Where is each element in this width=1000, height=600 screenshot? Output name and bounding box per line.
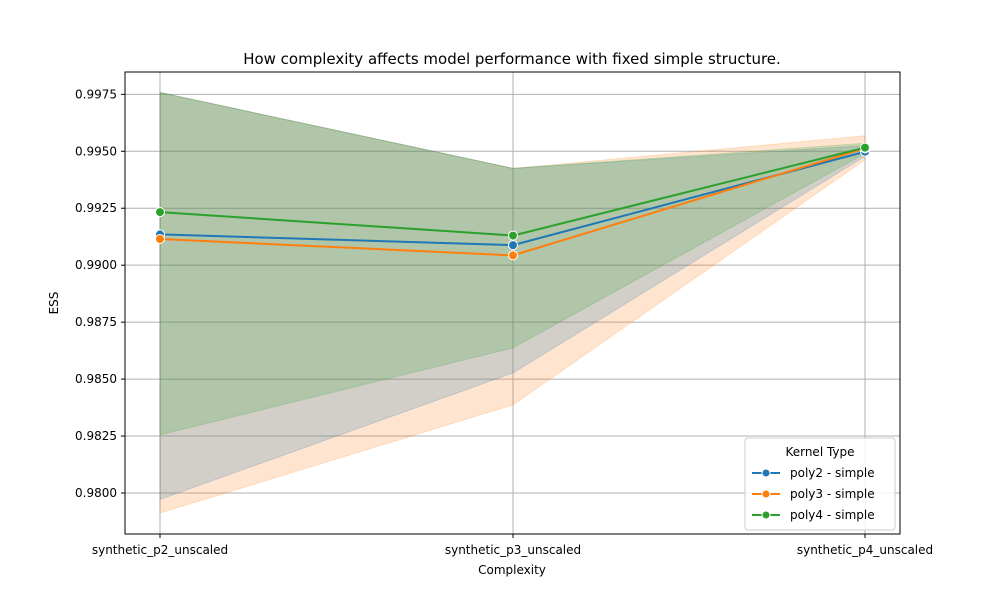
chart-title: How complexity affects model performance…: [243, 50, 781, 68]
y-tick-label: 0.9800: [75, 486, 117, 500]
y-tick-label: 0.9950: [75, 144, 117, 158]
legend-item: poly2 - simple: [752, 466, 875, 480]
data-point-poly4: [155, 207, 165, 218]
x-tick-label: synthetic_p4_unscaled: [797, 543, 933, 557]
legend-marker: [761, 489, 771, 499]
x-tick-label: synthetic_p2_unscaled: [92, 543, 228, 557]
x-tick-label: synthetic_p3_unscaled: [445, 543, 581, 557]
legend-item: poly4 - simple: [752, 508, 875, 522]
axis-ticks: 0.9800 0.9825 0.9850 0.9875 0.9900 0.9925 0.99…: [75, 87, 933, 557]
legend-item: poly3 - simple: [752, 487, 875, 501]
y-tick-label: 0.9925: [75, 201, 117, 215]
series-lines: [155, 142, 870, 261]
y-tick-label: 0.9975: [75, 87, 117, 101]
legend: Kernel Type poly2 - simple poly3 - simple…: [744, 437, 896, 531]
x-axis-label: Complexity: [478, 563, 546, 577]
y-tick-label: 0.9850: [75, 372, 117, 386]
y-tick-label: 0.9875: [75, 315, 117, 329]
y-tick-label: 0.9900: [75, 258, 117, 272]
data-point-poly2: [508, 240, 518, 251]
y-axis-label: ESS: [47, 292, 61, 315]
legend-label: poly3 - simple: [790, 487, 875, 501]
y-tick-label: 0.9825: [75, 429, 117, 443]
data-point-poly3: [155, 233, 165, 244]
legend-marker: [761, 510, 771, 520]
legend-marker: [761, 468, 771, 478]
data-point-poly3: [508, 250, 518, 261]
legend-items: poly2 - simple poly3 - simple poly4 - simp…: [752, 466, 875, 522]
legend-label: poly2 - simple: [790, 466, 875, 480]
data-point-poly4: [860, 142, 870, 153]
legend-title: Kernel Type: [785, 445, 854, 459]
legend-frame: [744, 437, 896, 531]
data-point-poly4: [508, 230, 518, 241]
legend-label: poly4 - simple: [790, 508, 875, 522]
